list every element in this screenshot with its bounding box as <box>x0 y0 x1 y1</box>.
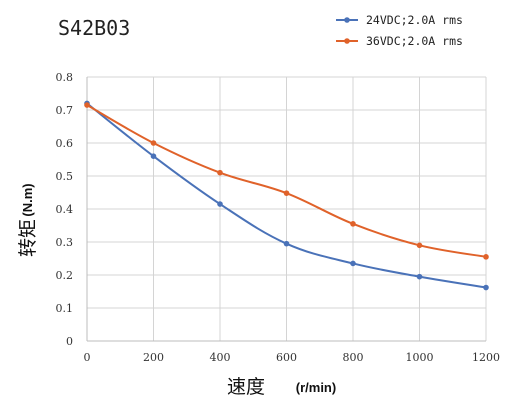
data-point <box>416 242 423 249</box>
x-tick-label: 800 <box>343 351 364 364</box>
data-point <box>350 260 356 267</box>
x-tick-label: 600 <box>276 351 297 364</box>
y-tick-label: 0.2 <box>56 269 74 282</box>
y-tick-label: 0 <box>66 335 73 348</box>
data-point <box>84 102 90 108</box>
data-point <box>150 153 157 159</box>
y-axis-title: 转矩 (N.m) <box>17 183 39 257</box>
series-1 <box>84 100 489 291</box>
y-tick-labels: 0 0.1 0.2 0.3 0.4 0.5 0.6 0.7 0.8 <box>56 71 74 348</box>
data-point <box>150 140 157 146</box>
data-point <box>217 201 223 207</box>
legend-label: 36VDC;2.0A rms <box>366 34 463 48</box>
y-tick-label: 0.3 <box>56 236 74 249</box>
data-point <box>283 240 290 247</box>
y-tick-label: 0.1 <box>56 302 74 315</box>
legend-label: 24VDC;2.0A rms <box>366 13 463 27</box>
y-tick-label: 0.7 <box>56 104 74 117</box>
series-layer <box>84 100 489 291</box>
legend-entry: 36VDC;2.0A rms <box>336 34 463 48</box>
y-tick-label: 0.6 <box>56 137 74 150</box>
y-tick-label: 0.5 <box>56 170 74 183</box>
data-point <box>416 273 423 280</box>
legend: 24VDC;2.0A rms 36VDC;2.0A rms <box>336 13 463 48</box>
axes <box>86 77 486 342</box>
legend-entry: 24VDC;2.0A rms <box>336 13 463 27</box>
y-axis-title-text: 转矩 <box>17 219 39 257</box>
legend-swatch-marker <box>344 17 350 23</box>
data-point <box>483 254 489 260</box>
legend-swatch-marker <box>344 38 350 44</box>
grid <box>86 76 487 342</box>
y-tick-label: 0.4 <box>56 203 74 216</box>
series-2 <box>84 102 489 260</box>
y-axis-title-unit: (N.m) <box>20 183 35 216</box>
data-point <box>483 284 489 291</box>
x-tick-label: 1000 <box>406 351 434 364</box>
x-tick-label: 1200 <box>472 351 500 364</box>
x-axis-title-unit: (r/min) <box>296 380 336 395</box>
chart-title: S42B03 <box>58 16 130 40</box>
x-tick-label: 400 <box>210 351 231 364</box>
x-tick-labels: 0 200 400 600 800 1000 1200 <box>84 351 501 364</box>
y-tick-label: 0.8 <box>56 71 74 84</box>
data-point <box>217 169 223 176</box>
x-axis-title: 速度 (r/min) <box>227 376 336 398</box>
data-point <box>283 190 290 196</box>
data-point <box>350 221 356 227</box>
x-tick-label: 0 <box>84 351 91 364</box>
x-axis-title-text: 速度 <box>227 376 265 398</box>
x-tick-label: 200 <box>143 351 164 364</box>
